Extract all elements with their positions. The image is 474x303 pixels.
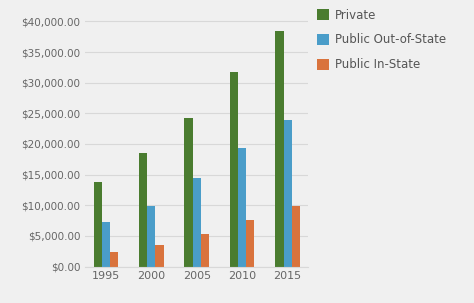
Bar <box>283 120 292 267</box>
Bar <box>192 178 201 267</box>
Bar <box>93 182 102 267</box>
Bar <box>275 31 283 267</box>
Bar <box>155 245 164 267</box>
Bar <box>139 153 147 267</box>
Bar <box>184 118 192 267</box>
Bar <box>147 206 155 267</box>
Legend: Private, Public Out-of-State, Public In-State: Private, Public Out-of-State, Public In-… <box>312 4 451 76</box>
Bar <box>102 222 110 267</box>
Bar <box>246 220 255 267</box>
Bar <box>201 234 209 267</box>
Bar <box>238 148 246 267</box>
Bar <box>292 206 300 267</box>
Bar <box>110 252 118 267</box>
Bar <box>230 72 238 267</box>
